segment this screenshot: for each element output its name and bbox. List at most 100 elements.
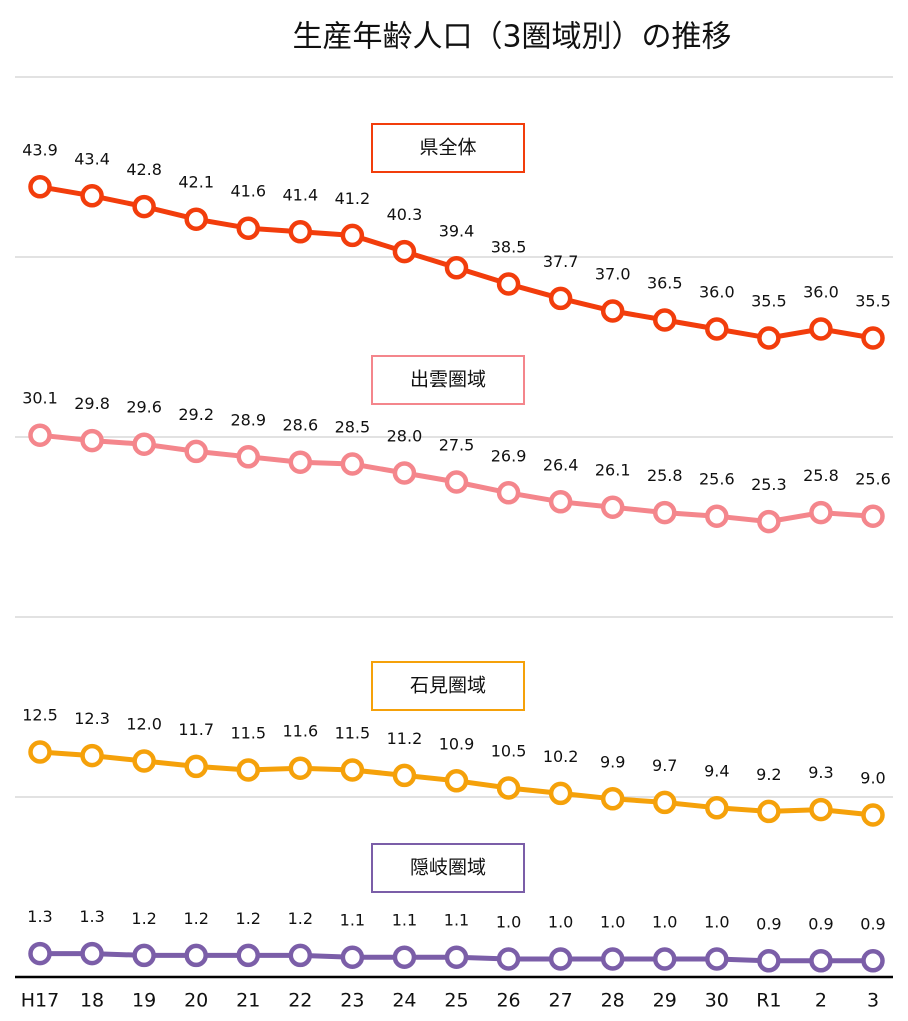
data-label: 9.9 xyxy=(600,752,625,771)
data-point xyxy=(80,428,104,453)
data-point xyxy=(236,445,260,469)
data-point xyxy=(757,509,781,534)
data-label: 30.1 xyxy=(22,389,58,408)
data-label: 29.8 xyxy=(74,394,110,413)
data-label: 28.0 xyxy=(387,427,423,446)
data-label: 1.2 xyxy=(236,909,261,928)
data-point xyxy=(184,754,208,779)
data-point xyxy=(392,945,417,969)
legend-label: 県全体 xyxy=(419,137,476,159)
data-point xyxy=(653,308,677,332)
data-label: 28.6 xyxy=(283,416,319,435)
data-point xyxy=(757,949,781,973)
data-point xyxy=(28,423,52,447)
data-point xyxy=(496,947,521,971)
data-label: 29.2 xyxy=(178,405,214,424)
data-point xyxy=(705,504,729,528)
x-tick-label: 3 xyxy=(867,990,879,1012)
data-point xyxy=(809,317,833,341)
data-label: 11.2 xyxy=(387,729,423,748)
data-label: 1.1 xyxy=(392,911,417,930)
data-label: 12.3 xyxy=(74,709,110,728)
data-point xyxy=(444,769,469,793)
data-point xyxy=(132,432,156,456)
data-label: 9.2 xyxy=(756,765,781,784)
x-tick-label: 24 xyxy=(392,990,416,1012)
data-label: 10.2 xyxy=(543,747,579,766)
data-label: 1.2 xyxy=(183,909,208,928)
x-tick-label: 19 xyxy=(132,990,156,1012)
data-label: 11.7 xyxy=(178,720,214,739)
data-label: 1.3 xyxy=(27,907,52,926)
data-point xyxy=(757,326,781,350)
data-point xyxy=(496,481,521,505)
data-point xyxy=(392,239,417,264)
data-label: 12.0 xyxy=(126,715,162,734)
data-label: 25.3 xyxy=(751,475,787,494)
data-label: 1.2 xyxy=(288,909,313,928)
x-tick-label: 27 xyxy=(549,990,573,1012)
data-label: 36.0 xyxy=(699,283,735,302)
data-point xyxy=(288,756,313,780)
data-label: 35.5 xyxy=(751,292,787,311)
data-point xyxy=(80,184,104,208)
data-label: 9.7 xyxy=(652,756,677,775)
data-point xyxy=(80,743,104,768)
legend-box xyxy=(371,843,525,893)
data-label: 11.5 xyxy=(230,724,266,743)
data-label: 1.3 xyxy=(79,907,104,926)
data-label: 9.3 xyxy=(808,763,833,782)
data-label: 36.5 xyxy=(647,274,683,293)
data-label: 41.2 xyxy=(335,189,371,208)
data-label: 26.1 xyxy=(595,461,631,480)
x-tick-label: 20 xyxy=(184,990,208,1012)
x-tick-label: 30 xyxy=(705,990,729,1012)
data-label: 39.4 xyxy=(439,221,475,240)
data-point xyxy=(444,470,469,494)
data-label: 28.9 xyxy=(230,410,266,429)
x-tick-label: 23 xyxy=(340,990,364,1012)
data-label: 9.0 xyxy=(860,769,885,788)
data-label: 25.6 xyxy=(699,470,735,489)
data-label: 41.6 xyxy=(230,182,266,201)
data-point xyxy=(496,272,521,296)
data-label: 1.0 xyxy=(496,913,521,932)
data-label: 38.5 xyxy=(491,238,527,257)
data-point xyxy=(340,452,365,476)
data-point xyxy=(28,941,52,966)
data-point xyxy=(653,947,677,971)
data-label: 1.0 xyxy=(704,913,729,932)
data-label: 25.8 xyxy=(803,466,839,485)
data-point xyxy=(132,749,156,773)
data-point xyxy=(600,947,625,971)
data-point xyxy=(861,504,885,528)
data-point xyxy=(705,317,729,341)
data-point xyxy=(444,945,469,969)
data-point xyxy=(80,941,104,966)
data-label: 35.5 xyxy=(855,292,891,311)
data-label: 41.4 xyxy=(283,185,319,204)
data-label: 25.6 xyxy=(855,470,891,489)
x-tick-label: 25 xyxy=(444,990,468,1012)
data-point xyxy=(340,758,365,782)
data-point xyxy=(705,947,729,971)
data-label: 10.5 xyxy=(491,742,527,761)
data-point xyxy=(600,495,625,519)
x-tick-label: 21 xyxy=(236,990,260,1012)
data-point xyxy=(28,740,52,764)
data-label: 10.9 xyxy=(439,734,475,753)
data-label: 42.1 xyxy=(178,173,214,192)
x-tick-label: 18 xyxy=(80,990,104,1012)
data-point xyxy=(548,490,573,514)
data-point xyxy=(861,949,885,973)
data-point xyxy=(548,286,573,311)
data-label: 40.3 xyxy=(387,205,423,224)
data-label: 27.5 xyxy=(439,436,475,455)
data-point xyxy=(288,943,313,968)
data-point xyxy=(132,194,156,219)
data-point xyxy=(28,175,52,199)
data-label: 36.0 xyxy=(803,283,839,302)
x-tick-label: 26 xyxy=(496,990,520,1012)
data-label: 29.6 xyxy=(126,398,162,417)
data-label: 1.1 xyxy=(340,911,365,930)
